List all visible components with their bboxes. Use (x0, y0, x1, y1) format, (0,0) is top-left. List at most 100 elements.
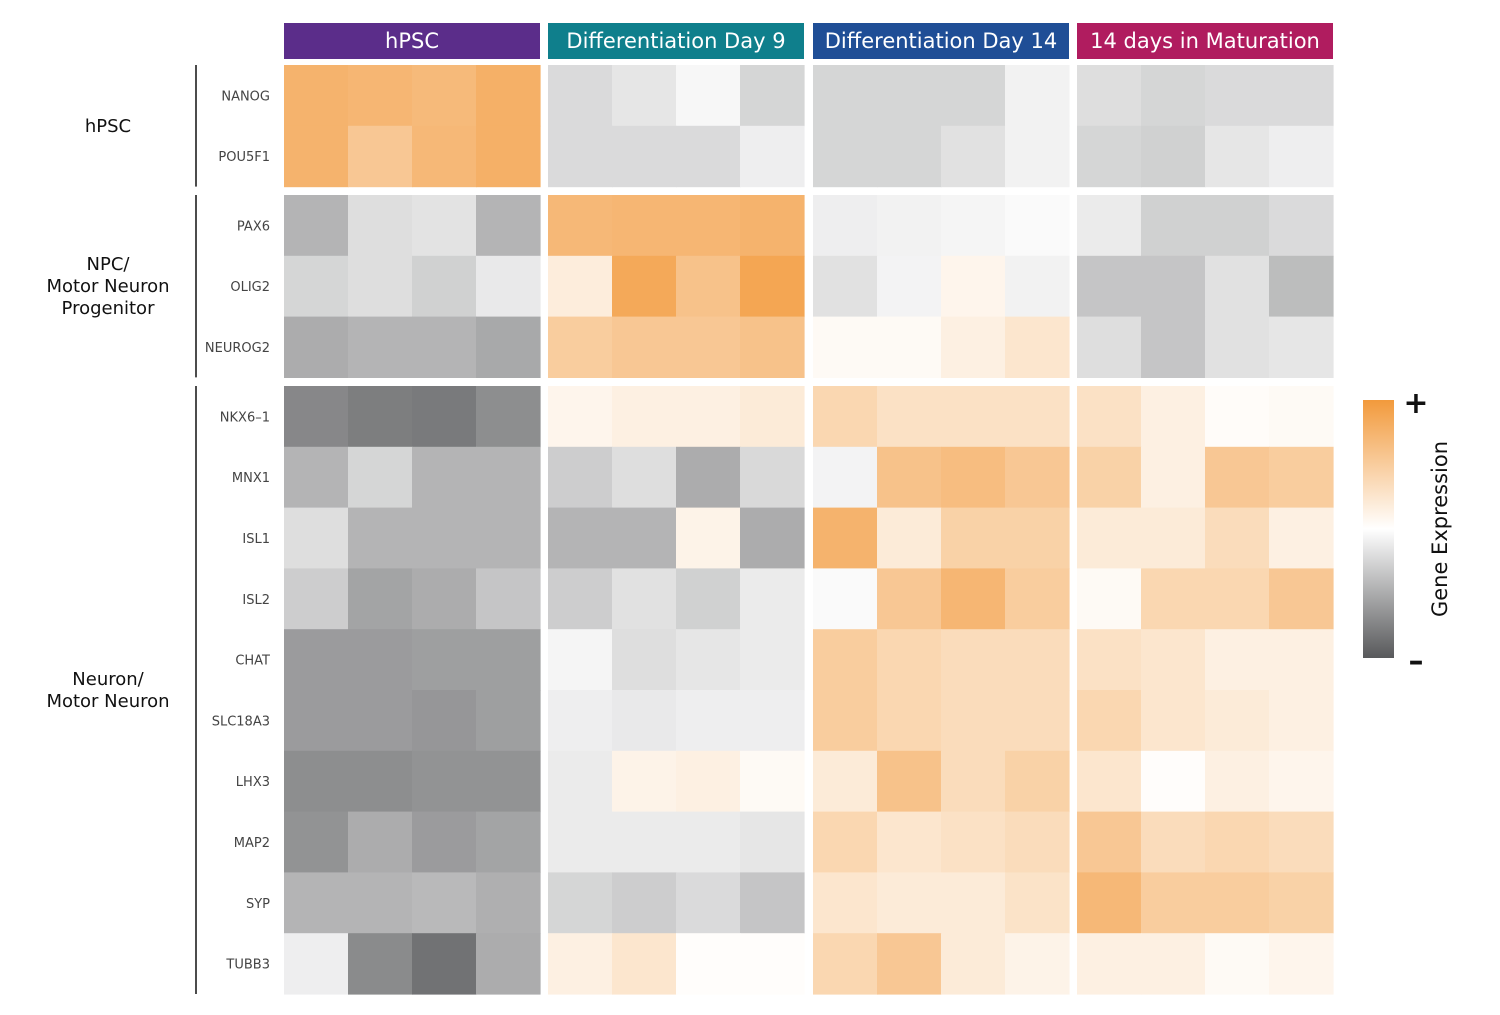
cell-slc18a3-differentiation-day-9-rep4 (740, 690, 805, 752)
cell-nkx6-1-14-days-in-maturation-rep4 (1269, 386, 1334, 448)
cell-map2-14-days-in-maturation-rep3 (1205, 811, 1270, 873)
cell-nkx6-1-hpsc-rep1 (284, 386, 349, 448)
cell-mnx1-differentiation-day-14-rep4 (1005, 446, 1070, 509)
cell-nanog-differentiation-day-14-rep4 (1005, 65, 1070, 127)
cell-isl2-14-days-in-maturation-rep1 (1077, 568, 1142, 630)
cell-nanog-differentiation-day-9-rep2 (612, 65, 677, 127)
legend-title: Gene Expression (1428, 441, 1452, 617)
cell-tubb3-hpsc-rep1 (284, 933, 349, 995)
cell-nanog-differentiation-day-9-rep4 (740, 65, 805, 127)
cell-pax6-differentiation-day-14-rep1 (813, 195, 878, 257)
cell-pou5f1-14-days-in-maturation-rep1 (1077, 125, 1142, 188)
cell-lhx3-differentiation-day-9-rep3 (676, 750, 741, 813)
cell-syp-14-days-in-maturation-rep4 (1269, 872, 1334, 934)
cell-mnx1-differentiation-day-14-rep1 (813, 446, 878, 509)
cell-nkx6-1-differentiation-day-9-rep1 (548, 386, 613, 448)
legend-plus-label: + (1403, 386, 1428, 421)
cell-neurog2-differentiation-day-14-rep4 (1005, 316, 1070, 378)
cell-map2-14-days-in-maturation-rep1 (1077, 811, 1142, 873)
cell-syp-hpsc-rep1 (284, 872, 349, 934)
cell-mnx1-14-days-in-maturation-rep4 (1269, 446, 1334, 509)
cell-tubb3-differentiation-day-14-rep4 (1005, 933, 1070, 995)
cell-isl2-hpsc-rep1 (284, 568, 349, 630)
cell-isl2-differentiation-day-14-rep3 (941, 568, 1006, 630)
cell-tubb3-differentiation-day-14-rep3 (941, 933, 1006, 995)
cell-chat-differentiation-day-9-rep2 (612, 629, 677, 691)
gene-label-pax6: PAX6 (237, 219, 270, 234)
cell-slc18a3-differentiation-day-14-rep2 (877, 690, 942, 752)
cell-pax6-differentiation-day-14-rep3 (941, 195, 1006, 257)
cell-nanog-differentiation-day-14-rep2 (877, 65, 942, 127)
cell-olig2-14-days-in-maturation-rep3 (1205, 255, 1270, 318)
cell-pou5f1-differentiation-day-14-rep2 (877, 125, 942, 188)
cell-pax6-differentiation-day-14-rep2 (877, 195, 942, 257)
cell-isl1-differentiation-day-14-rep4 (1005, 507, 1070, 569)
cell-isl2-differentiation-day-14-rep1 (813, 568, 878, 630)
cell-isl1-hpsc-rep3 (412, 507, 477, 569)
cell-mnx1-hpsc-rep2 (348, 446, 413, 509)
cell-isl1-differentiation-day-14-rep1 (813, 507, 878, 569)
cell-pou5f1-differentiation-day-14-rep4 (1005, 125, 1070, 188)
cell-nkx6-1-hpsc-rep4 (476, 386, 541, 448)
cell-neurog2-differentiation-day-9-rep2 (612, 316, 677, 378)
cell-nkx6-1-14-days-in-maturation-rep2 (1141, 386, 1206, 448)
cell-lhx3-differentiation-day-9-rep1 (548, 750, 613, 813)
cell-olig2-14-days-in-maturation-rep1 (1077, 255, 1142, 318)
cell-nkx6-1-14-days-in-maturation-rep3 (1205, 386, 1270, 448)
cell-syp-differentiation-day-14-rep4 (1005, 872, 1070, 934)
cell-syp-differentiation-day-9-rep2 (612, 872, 677, 934)
cell-pax6-hpsc-rep2 (348, 195, 413, 257)
cell-olig2-differentiation-day-14-rep2 (877, 255, 942, 318)
cell-nanog-hpsc-rep4 (476, 65, 541, 127)
cell-nkx6-1-differentiation-day-9-rep2 (612, 386, 677, 448)
gene-label-olig2: OLIG2 (230, 280, 270, 295)
cell-isl2-hpsc-rep4 (476, 568, 541, 630)
cell-pou5f1-hpsc-rep4 (476, 125, 541, 188)
cell-isl2-14-days-in-maturation-rep2 (1141, 568, 1206, 630)
cell-isl2-hpsc-rep2 (348, 568, 413, 630)
gene-label-tubb3: TUBB3 (225, 958, 270, 973)
cell-lhx3-14-days-in-maturation-rep4 (1269, 750, 1334, 813)
cell-chat-differentiation-day-9-rep3 (676, 629, 741, 691)
cell-isl2-14-days-in-maturation-rep3 (1205, 568, 1270, 630)
cell-tubb3-differentiation-day-14-rep2 (877, 933, 942, 995)
cell-mnx1-differentiation-day-9-rep4 (740, 446, 805, 509)
cell-isl2-differentiation-day-9-rep2 (612, 568, 677, 630)
cell-syp-14-days-in-maturation-rep1 (1077, 872, 1142, 934)
cell-pou5f1-differentiation-day-9-rep1 (548, 125, 613, 188)
header-differentiation-day-9 (548, 23, 804, 59)
gene-label-chat: CHAT (235, 654, 270, 669)
cell-olig2-differentiation-day-9-rep1 (548, 255, 613, 318)
cell-map2-differentiation-day-9-rep3 (676, 811, 741, 873)
cell-map2-14-days-in-maturation-rep4 (1269, 811, 1334, 873)
gene-label-lhx3: LHX3 (236, 775, 270, 790)
cell-tubb3-differentiation-day-9-rep3 (676, 933, 741, 995)
cell-map2-hpsc-rep1 (284, 811, 349, 873)
cell-isl2-hpsc-rep3 (412, 568, 477, 630)
cell-neurog2-hpsc-rep1 (284, 316, 349, 378)
header-label-hpsc: hPSC (385, 29, 439, 53)
cell-pax6-14-days-in-maturation-rep1 (1077, 195, 1142, 257)
cell-nanog-differentiation-day-9-rep1 (548, 65, 613, 127)
cell-slc18a3-differentiation-day-9-rep1 (548, 690, 613, 752)
cell-slc18a3-hpsc-rep2 (348, 690, 413, 752)
group-label-3-line-1: Neuron/ (72, 669, 144, 690)
cell-pax6-differentiation-day-9-rep1 (548, 195, 613, 257)
cell-olig2-hpsc-rep2 (348, 255, 413, 318)
cell-neurog2-differentiation-day-14-rep2 (877, 316, 942, 378)
cell-tubb3-hpsc-rep3 (412, 933, 477, 995)
legend-minus-label: – (1409, 644, 1424, 679)
cell-map2-differentiation-day-14-rep4 (1005, 811, 1070, 873)
cell-syp-differentiation-day-14-rep1 (813, 872, 878, 934)
cell-pax6-14-days-in-maturation-rep2 (1141, 195, 1206, 257)
cell-syp-differentiation-day-9-rep4 (740, 872, 805, 934)
cell-lhx3-differentiation-day-14-rep3 (941, 750, 1006, 813)
cell-nkx6-1-differentiation-day-14-rep3 (941, 386, 1006, 448)
cell-nanog-differentiation-day-14-rep1 (813, 65, 878, 127)
cell-pou5f1-hpsc-rep1 (284, 125, 349, 188)
color-legend: + – Gene Expression (1363, 386, 1452, 679)
cell-chat-differentiation-day-14-rep1 (813, 629, 878, 691)
cell-isl1-differentiation-day-9-rep3 (676, 507, 741, 569)
